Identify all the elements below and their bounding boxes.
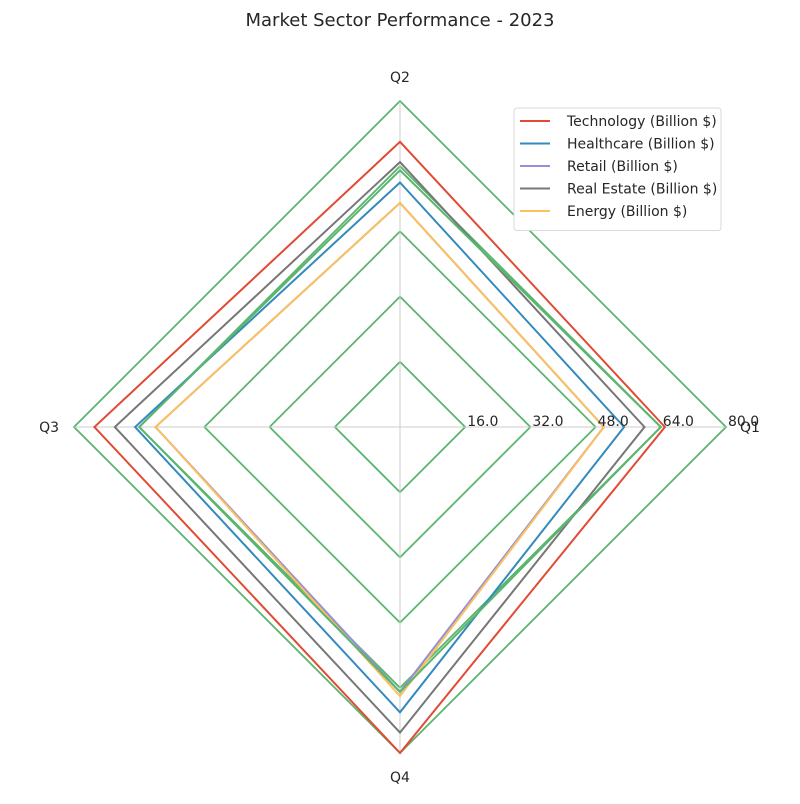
legend-label: Retail (Billion $) <box>567 159 678 175</box>
axis-labels: Q1 Q2 Q3 Q4 <box>39 70 760 786</box>
axis-label-q3: Q3 <box>39 420 59 436</box>
legend-box <box>513 107 722 231</box>
legend-label: Healthcare (Billion $) <box>567 137 715 153</box>
radial-tick-label: 64.0 <box>663 414 694 430</box>
radial-tick-label: 48.0 <box>598 414 629 430</box>
axis-label-q4: Q4 <box>390 770 410 786</box>
series-line-4 <box>113 160 646 735</box>
legend-label: Real Estate (Billion $) <box>567 182 717 198</box>
legend-label: Technology (Billion $) <box>566 114 717 130</box>
axis-label-q2: Q2 <box>390 70 410 86</box>
series-line-2 <box>133 181 626 714</box>
axis-label-q1: Q1 <box>740 420 760 436</box>
radial-tick-label: 32.0 <box>532 414 563 430</box>
series-line-1 <box>92 140 667 755</box>
series-line-5 <box>154 201 606 698</box>
series-line-3 <box>154 201 606 694</box>
series-line-6 <box>137 168 663 694</box>
legend-label: Energy (Billion $) <box>567 204 687 220</box>
chart-title: Market Sector Performance - 2023 <box>246 10 555 31</box>
series-lines <box>92 140 667 755</box>
radial-tick-label: 16.0 <box>467 414 498 430</box>
legend: Technology (Billion $) Healthcare (Billio… <box>513 107 722 231</box>
axis-spokes <box>74 101 726 753</box>
radial-tick-labels: 16.0 32.0 48.0 64.0 80.0 <box>467 414 759 430</box>
radial-tick-label: 80.0 <box>728 414 759 430</box>
